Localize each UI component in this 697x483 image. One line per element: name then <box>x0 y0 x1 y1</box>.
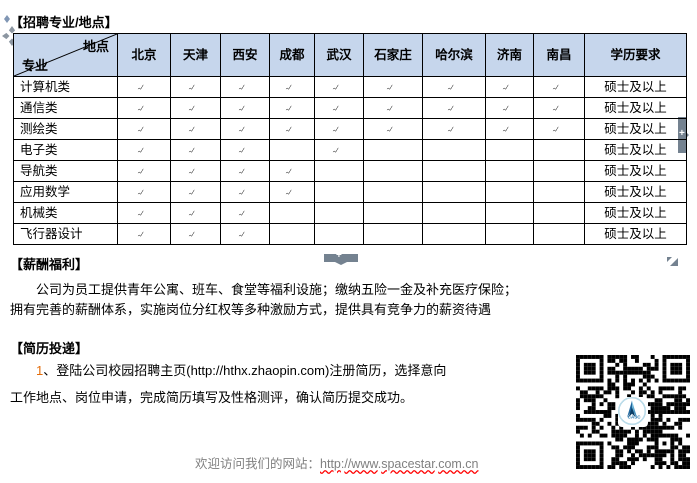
svg-text:CASC: CASC <box>628 415 642 420</box>
